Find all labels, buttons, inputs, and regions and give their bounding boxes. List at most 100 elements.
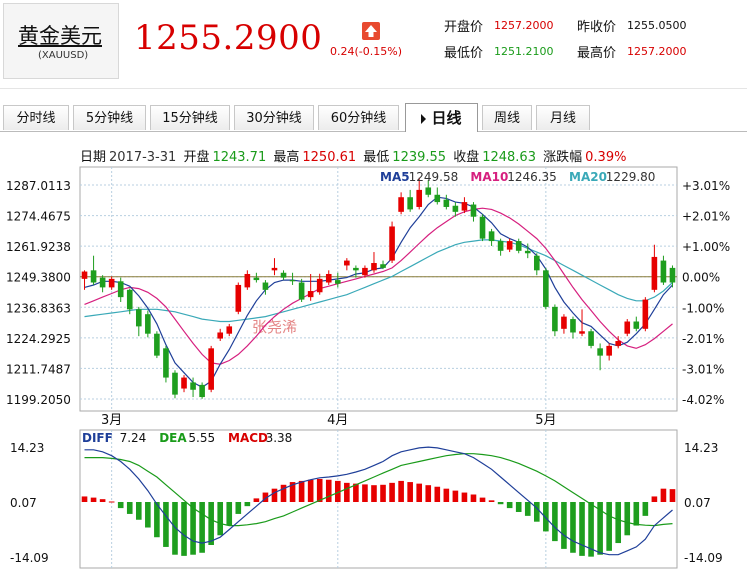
ma-legend-label: MA20 (569, 170, 607, 184)
macd-histogram-bar (533, 502, 540, 522)
macd-histogram-bar (579, 502, 585, 556)
candle-body (615, 341, 622, 346)
macd-histogram-bar (262, 492, 269, 502)
macd-histogram-bar (497, 502, 504, 505)
macd-histogram-bar (81, 496, 88, 502)
quote-header: 黄金美元 (XAUUSD) 1255.2900 0.24(-0.15%) 开盘价… (0, 0, 747, 88)
candle-body (145, 314, 151, 334)
candle-body (533, 255, 540, 271)
macd-histogram-bar (506, 502, 513, 509)
candle-body (543, 270, 549, 307)
candle-body (452, 205, 459, 212)
macd-histogram-bar (588, 502, 594, 557)
macd-histogram-bar (362, 484, 368, 502)
pct-axis-tick: +2.01% (682, 210, 730, 224)
macd-histogram-bar (199, 502, 205, 553)
ma-legend-value: 1229.80 (606, 170, 656, 184)
candle-body (389, 226, 395, 261)
macd-histogram-bar (389, 482, 395, 502)
candle-body (325, 273, 332, 283)
macd-legend-label: MACD (228, 431, 268, 445)
candle-body (470, 204, 477, 217)
candle-body (362, 267, 368, 276)
info-close-label: 收盘 (453, 150, 480, 165)
ma-legend-label: MA10 (470, 170, 508, 184)
date-axis-tick: 4月 (327, 413, 348, 428)
tab-monthly[interactable]: 月线 (536, 105, 590, 130)
candle-body (353, 267, 359, 271)
macd-histogram-bar (353, 483, 359, 502)
pct-axis-tick: +3.01% (682, 179, 730, 193)
macd-histogram-bar (597, 502, 603, 555)
price-panel-frame (79, 166, 678, 412)
candle-body (398, 197, 404, 212)
macd-histogram-bar (470, 494, 477, 502)
info-low: 1239.55 (392, 150, 447, 165)
candle-body (633, 321, 640, 329)
tab-15min[interactable]: 15分钟线 (150, 105, 230, 130)
candle-body (172, 372, 178, 395)
info-high-label: 最高 (273, 150, 300, 165)
info-low-label: 最低 (363, 150, 390, 165)
macd-histogram-bar (344, 482, 350, 502)
tab-30min[interactable]: 30分钟线 (234, 105, 314, 130)
pct-axis-tick: -2.01% (682, 332, 724, 346)
candle-body (552, 306, 558, 332)
symbol-box[interactable]: 黄金美元 (XAUUSD) (3, 3, 119, 79)
ohlc-info-bar: 日期 2017-3-31 开盘 1243.71 最高 1250.61 最低 1239.5… (80, 146, 629, 165)
info-pct-label: 涨跌幅 (543, 150, 583, 165)
symbol-name[interactable]: 黄金美元 (18, 24, 102, 48)
macd-histogram-bar (524, 502, 531, 516)
info-date: 2017-3-31 (109, 150, 177, 165)
candle-body (190, 382, 196, 390)
candle-body (289, 280, 296, 282)
macd-legend-value: 5.55 (188, 431, 215, 445)
macd-histogram-bar (181, 502, 187, 556)
candle-body (660, 260, 667, 283)
info-high: 1250.61 (302, 150, 357, 165)
high-price-label: 最高价 (577, 46, 617, 61)
macd-histogram-bar (651, 496, 658, 502)
tab-weekly[interactable]: 周线 (482, 105, 532, 130)
candle-body (226, 326, 233, 334)
candle-body (497, 241, 504, 251)
info-pct: 0.39% (585, 150, 627, 165)
macd-histogram-bar (615, 502, 622, 544)
macd-histogram-bar (298, 480, 305, 502)
info-date-label: 日期 (80, 150, 107, 165)
macd-histogram-bar (307, 479, 314, 502)
ma-legend-value: 1246.35 (507, 170, 557, 184)
macd-histogram-bar (561, 502, 567, 549)
candle-body (597, 348, 603, 356)
tab-intraday[interactable]: 分时线 (3, 105, 69, 130)
tab-daily[interactable]: 日线 (405, 103, 478, 132)
macd-histogram-bar (208, 502, 214, 545)
macd-histogram-bar (145, 502, 151, 528)
current-price: 1255.2900 (134, 18, 323, 58)
ma20-line (84, 239, 673, 323)
candle-body (588, 331, 594, 346)
price-axis-tick: 1236.8363 (6, 301, 71, 315)
candle-body (163, 348, 169, 378)
candle-body (380, 264, 386, 268)
macd-legend-label: DIFF (82, 431, 113, 445)
ma10-line (84, 207, 673, 365)
macd-histogram-bar (398, 480, 404, 502)
candle-body (217, 332, 224, 339)
pct-axis-tick: -4.02% (682, 393, 724, 407)
candle-body (425, 187, 432, 195)
macd-histogram-bar (316, 478, 323, 502)
price-axis-tick: 1287.0113 (6, 179, 71, 193)
macd-histogram-bar (226, 502, 233, 526)
macd-axis-tick-right: 0.07 (684, 496, 711, 510)
tab-60min[interactable]: 60分钟线 (318, 105, 399, 130)
macd-histogram-bar (235, 502, 242, 514)
macd-histogram-bar (633, 502, 640, 526)
macd-histogram-bar (163, 502, 169, 547)
tab-daily-label: 日线 (431, 109, 462, 127)
candle-body (344, 260, 350, 266)
tab-5min[interactable]: 5分钟线 (73, 105, 146, 130)
symbol-code: (XAUUSD) (38, 50, 89, 61)
candle-body (298, 282, 305, 300)
